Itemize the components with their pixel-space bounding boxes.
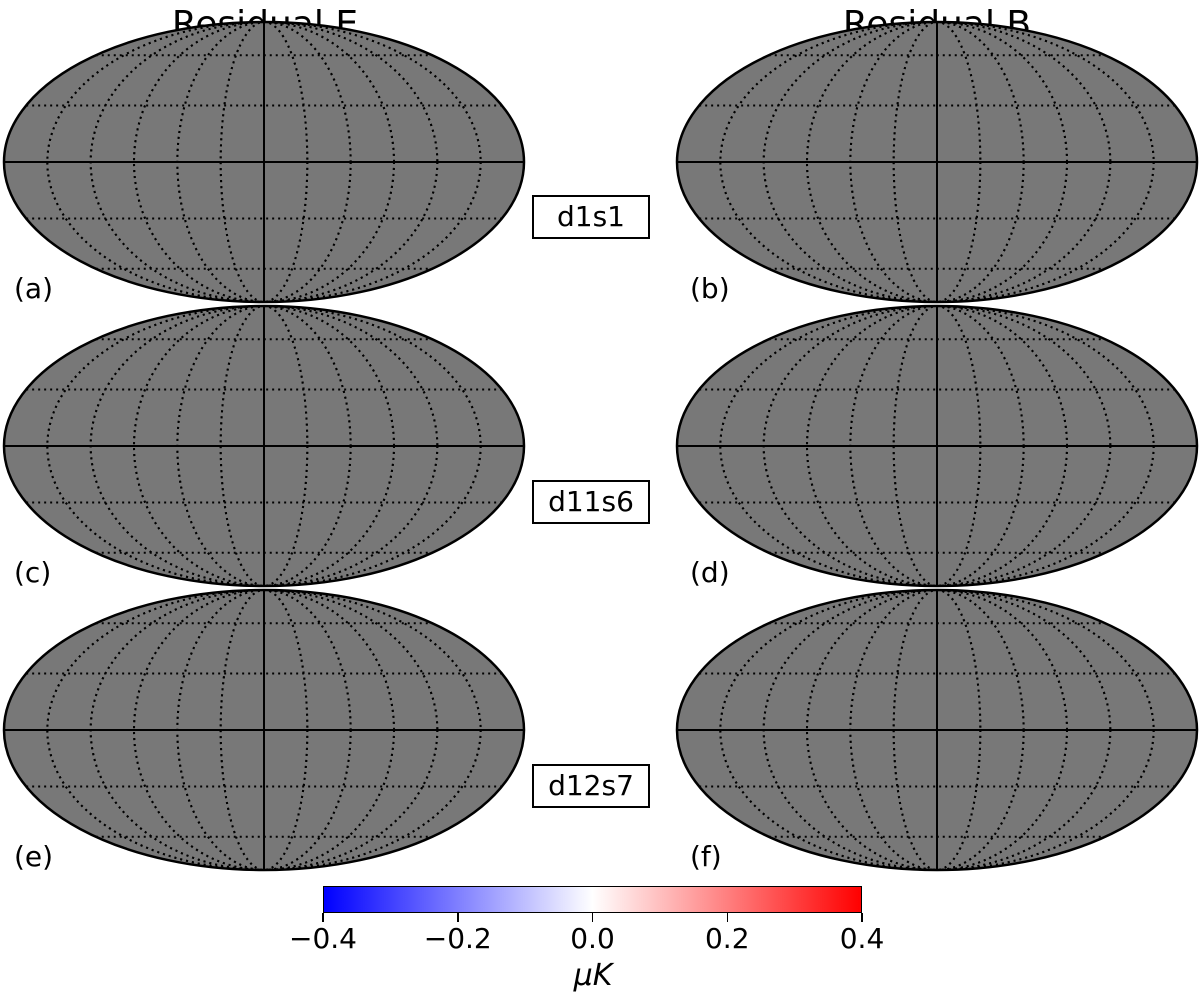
colorbar-tick xyxy=(322,913,324,922)
map-outline xyxy=(2,304,526,588)
panel-label-e: (e) xyxy=(14,840,53,873)
map-panel-f xyxy=(675,588,1199,872)
mollweide-map-b xyxy=(675,20,1199,304)
panel-label-c: (c) xyxy=(14,556,51,589)
colorbar xyxy=(323,886,862,913)
model-label-row1: d1s1 xyxy=(532,195,650,239)
mollweide-map-e xyxy=(2,588,526,872)
mollweide-map-f xyxy=(675,588,1199,872)
colorbar-unit-label: μK xyxy=(533,958,653,993)
colorbar-tick xyxy=(861,913,863,922)
model-label-row2: d11s6 xyxy=(532,480,650,524)
colorbar-tick-label: 0.4 xyxy=(802,922,922,955)
model-label-row3: d12s7 xyxy=(532,764,650,808)
colorbar-tick xyxy=(591,913,594,922)
map-panel-c xyxy=(2,304,526,588)
map-outline xyxy=(675,304,1199,588)
map-outline xyxy=(675,20,1199,304)
colorbar-tick-label: −0.2 xyxy=(398,922,518,955)
panel-label-d: (d) xyxy=(690,556,730,589)
panel-label-a: (a) xyxy=(14,272,53,305)
map-panel-b xyxy=(675,20,1199,304)
mollweide-map-d xyxy=(675,304,1199,588)
map-outline xyxy=(2,20,526,304)
mollweide-map-a xyxy=(2,20,526,304)
map-panel-d xyxy=(675,304,1199,588)
colorbar-tick-label: 0.0 xyxy=(533,922,653,955)
panel-label-f: (f) xyxy=(690,840,722,873)
map-panel-a xyxy=(2,20,526,304)
colorbar-tick xyxy=(726,913,728,922)
mollweide-map-c xyxy=(2,304,526,588)
colorbar-tick-label: −0.4 xyxy=(263,922,383,955)
panel-label-b: (b) xyxy=(690,272,730,305)
colorbar-tick-label: 0.2 xyxy=(667,922,787,955)
map-outline xyxy=(675,588,1199,872)
colorbar-tick xyxy=(457,913,459,922)
map-outline xyxy=(2,588,526,872)
map-panel-e xyxy=(2,588,526,872)
